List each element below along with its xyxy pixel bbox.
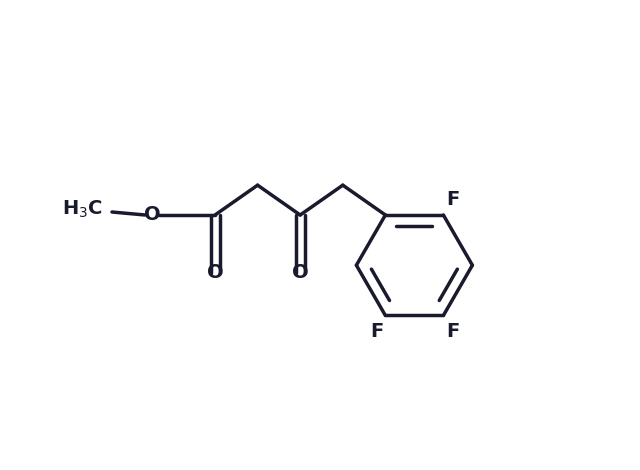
Text: F: F: [445, 190, 459, 209]
Text: O: O: [207, 264, 223, 282]
Text: O: O: [292, 264, 308, 282]
Text: O: O: [144, 204, 160, 224]
Text: F: F: [445, 321, 459, 341]
Text: H$_3$C: H$_3$C: [61, 198, 102, 219]
Text: F: F: [370, 321, 383, 341]
